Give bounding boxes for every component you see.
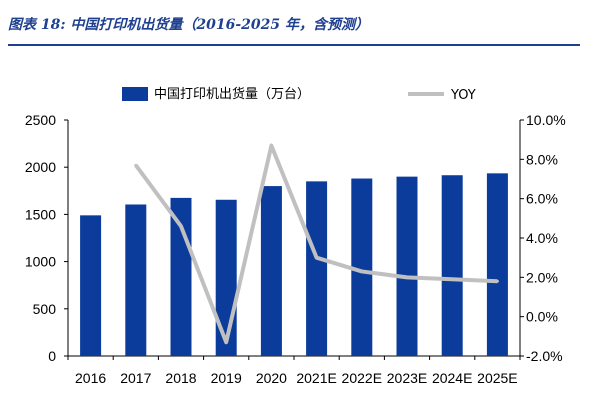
x-tick-label: 2022E <box>342 370 382 386</box>
yoy-line-group <box>134 143 499 345</box>
bars <box>80 173 508 356</box>
right-tick-label: 4.0% <box>526 230 558 246</box>
left-tick-label: 1000 <box>25 254 56 270</box>
right-tick-label: 0.0% <box>526 309 558 325</box>
x-tick-label: 2019 <box>211 370 242 386</box>
right-tick-label: 8.0% <box>526 151 558 167</box>
yoy-point <box>495 279 499 283</box>
x-tick-label: 2023E <box>387 370 427 386</box>
bar <box>441 175 463 356</box>
left-tick-label: 0 <box>48 348 56 364</box>
bar <box>260 186 282 356</box>
bar <box>351 178 373 356</box>
right-tick-label: 2.0% <box>526 269 558 285</box>
legend-bar-label: 中国打印机出货量（万台） <box>154 86 310 102</box>
yoy-point <box>315 256 319 260</box>
legend-bar-swatch <box>122 87 148 101</box>
right-tick-label: 10.0% <box>526 112 566 128</box>
figure-title: 图表 18: 中国打印机出货量（2016-2025 年，含预测） <box>8 17 370 33</box>
x-tick-label: 2021E <box>296 370 336 386</box>
yoy-point <box>179 224 183 228</box>
yoy-point <box>134 163 138 167</box>
yoy-point <box>360 269 364 273</box>
left-tick-label: 2000 <box>25 159 56 175</box>
bar <box>125 204 147 356</box>
axes: 0 500 1000 1500 2000 2500 -2.0% 0.0% 2.0% 4.0% 6.0… <box>25 112 566 386</box>
legend-line-label: YOY <box>450 88 476 103</box>
x-tick-label: 2025E <box>477 370 517 386</box>
right-tick-label: -2.0% <box>526 348 563 364</box>
title-rule <box>8 44 580 46</box>
x-tick-label: 2016 <box>75 370 106 386</box>
bar <box>170 197 192 356</box>
yoy-point <box>269 144 273 148</box>
x-tick-label: 2024E <box>432 370 472 386</box>
bar <box>396 176 418 356</box>
yoy-point <box>405 275 409 279</box>
yoy-point <box>450 277 454 281</box>
left-tick-label: 1500 <box>25 206 56 222</box>
yoy-point <box>224 340 228 344</box>
bar <box>215 199 237 356</box>
right-tick-label: 6.0% <box>526 191 558 207</box>
left-tick-label: 500 <box>33 301 57 317</box>
bar <box>80 215 102 356</box>
x-tick-label: 2017 <box>120 370 151 386</box>
x-tick-label: 2020 <box>256 370 287 386</box>
x-tick-label: 2018 <box>165 370 196 386</box>
bar <box>486 173 508 356</box>
left-tick-label: 2500 <box>25 112 56 128</box>
legend: 中国打印机出货量（万台） YOY <box>122 86 476 103</box>
bar <box>306 181 328 356</box>
